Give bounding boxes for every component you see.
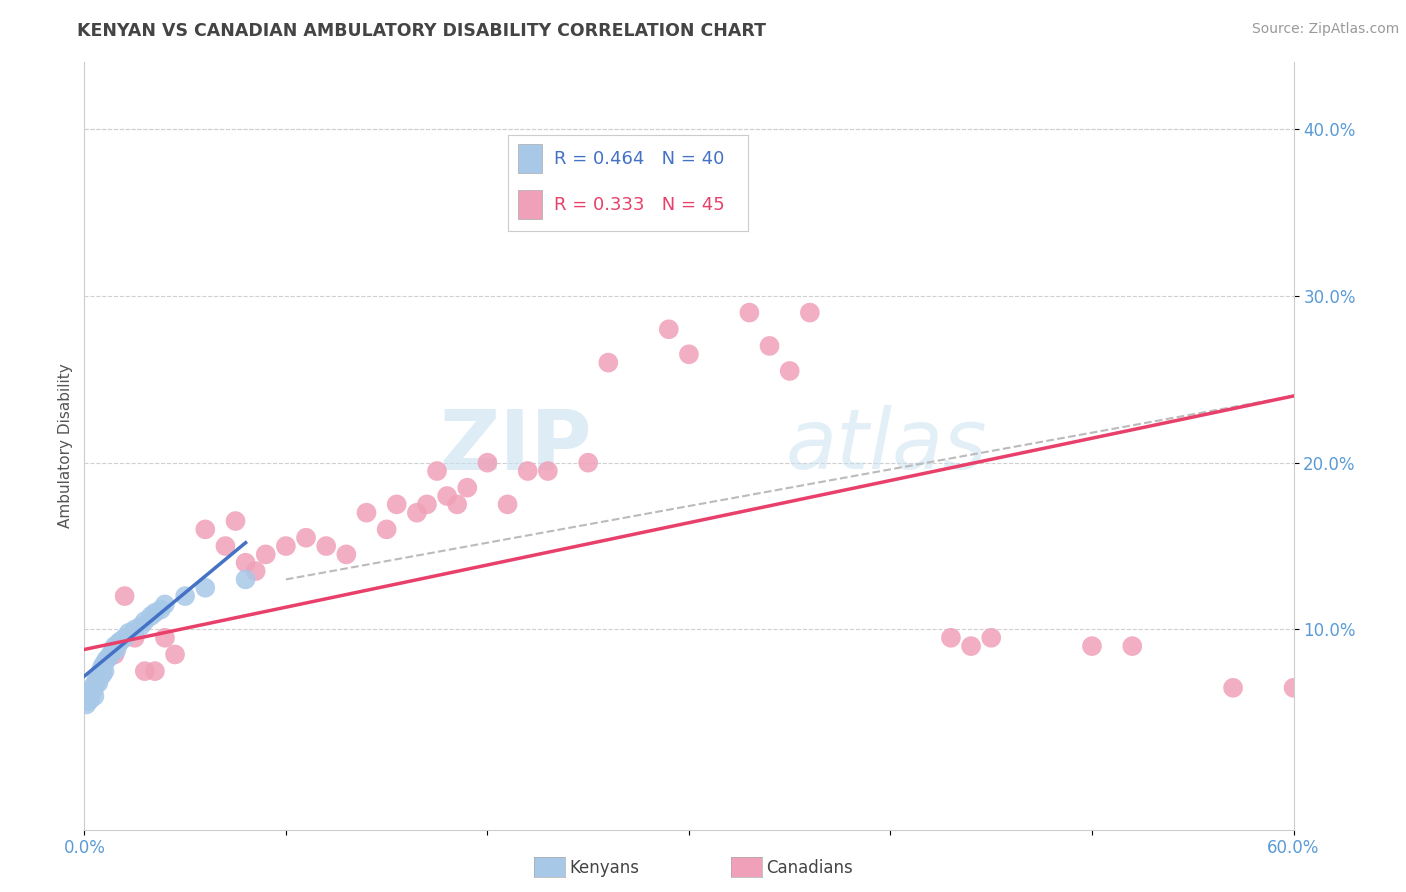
Point	[165, 648, 187, 662]
Point	[83, 689, 105, 703]
Point	[436, 489, 458, 503]
FancyBboxPatch shape	[517, 145, 541, 173]
Point	[110, 634, 132, 648]
Point	[86, 675, 108, 690]
Point	[194, 522, 217, 536]
Point	[1081, 639, 1104, 653]
Point	[960, 639, 983, 653]
Point	[87, 669, 110, 683]
Point	[114, 631, 136, 645]
Point	[779, 364, 801, 378]
Point	[91, 659, 114, 673]
Text: Canadians: Canadians	[766, 859, 853, 877]
Point	[118, 625, 141, 640]
Point	[477, 456, 499, 470]
Point	[254, 548, 277, 562]
Point	[143, 664, 166, 678]
Point	[194, 581, 217, 595]
Point	[149, 602, 172, 616]
Point	[93, 656, 115, 670]
Point	[426, 464, 449, 478]
Point	[86, 673, 108, 687]
Point	[82, 681, 104, 695]
Text: ZIP: ZIP	[440, 406, 592, 486]
Point	[496, 497, 519, 511]
Point	[75, 698, 97, 712]
Point	[104, 639, 127, 653]
Point	[139, 609, 162, 624]
Point	[100, 648, 122, 662]
Text: Kenyans: Kenyans	[569, 859, 640, 877]
Point	[134, 664, 156, 678]
Point	[406, 506, 429, 520]
Point	[295, 531, 318, 545]
Y-axis label: Ambulatory Disability: Ambulatory Disability	[58, 364, 73, 528]
Point	[129, 619, 152, 633]
Point	[758, 339, 780, 353]
Point	[416, 497, 439, 511]
Point	[89, 664, 111, 678]
Point	[83, 681, 105, 695]
Point	[77, 694, 100, 708]
Point	[153, 598, 176, 612]
Point	[153, 631, 176, 645]
Point	[537, 464, 560, 478]
Point	[1282, 681, 1305, 695]
Text: atlas: atlas	[786, 406, 987, 486]
Point	[446, 497, 468, 511]
Point	[738, 305, 761, 319]
Point	[96, 652, 118, 666]
Point	[134, 614, 156, 628]
Point	[89, 669, 111, 683]
Point	[91, 667, 114, 681]
Point	[93, 664, 115, 678]
Text: R = 0.464   N = 40: R = 0.464 N = 40	[554, 150, 724, 168]
Point	[939, 631, 962, 645]
Point	[105, 642, 128, 657]
Point	[315, 539, 337, 553]
Point	[97, 650, 120, 665]
Point	[124, 631, 146, 645]
Text: Source: ZipAtlas.com: Source: ZipAtlas.com	[1251, 22, 1399, 37]
Point	[87, 675, 110, 690]
Point	[174, 589, 197, 603]
Point	[335, 548, 357, 562]
Point	[1121, 639, 1143, 653]
Point	[77, 689, 100, 703]
Point	[225, 514, 247, 528]
Point	[658, 322, 681, 336]
Text: KENYAN VS CANADIAN AMBULATORY DISABILITY CORRELATION CHART: KENYAN VS CANADIAN AMBULATORY DISABILITY…	[77, 22, 766, 40]
Text: R = 0.333   N = 45: R = 0.333 N = 45	[554, 195, 724, 214]
Point	[114, 589, 136, 603]
Point	[214, 539, 236, 553]
Point	[598, 356, 620, 370]
Point	[124, 623, 146, 637]
Point	[245, 564, 267, 578]
Point	[235, 573, 257, 587]
Point	[101, 644, 124, 658]
Point	[375, 522, 398, 536]
Point	[1222, 681, 1244, 695]
Point	[82, 684, 104, 698]
Point	[235, 556, 257, 570]
Point	[143, 606, 166, 620]
Point	[678, 347, 700, 361]
Point	[799, 305, 821, 319]
Point	[79, 686, 101, 700]
Point	[980, 631, 1002, 645]
Point	[516, 464, 538, 478]
Point	[104, 648, 127, 662]
Point	[274, 539, 297, 553]
Point	[385, 497, 408, 511]
FancyBboxPatch shape	[517, 190, 541, 219]
Point	[79, 692, 101, 706]
Point	[107, 636, 129, 650]
Point	[456, 481, 478, 495]
Point	[576, 456, 599, 470]
Point	[356, 506, 378, 520]
Point	[83, 677, 105, 691]
